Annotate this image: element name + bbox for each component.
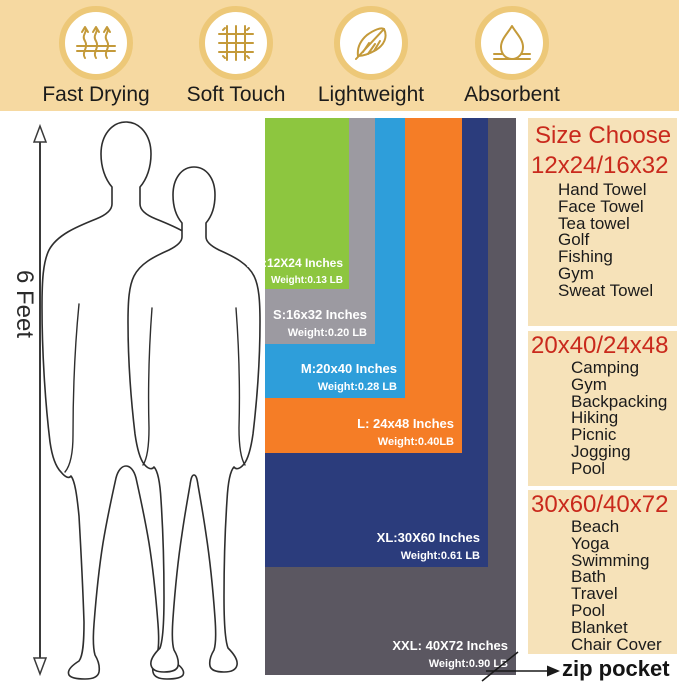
size-guide-block-small: Size Choose 12x24/16x32 Hand Towel Face T…: [528, 118, 677, 326]
zip-pocket-label: zip pocket: [562, 656, 670, 681]
height-arrow: [32, 123, 48, 677]
size-rect-label: XXL: 40X72 Inches Weight:0.90 LB: [392, 638, 508, 671]
human-silhouettes: [41, 121, 261, 680]
size-group-header: 30x60/40x72: [531, 491, 669, 518]
use-item: Golf: [558, 230, 590, 250]
feature-label: Soft Touch: [186, 83, 286, 106]
use-item: Beach: [571, 517, 620, 536]
use-item: Blanket: [571, 617, 628, 637]
use-item: Pool: [571, 458, 606, 478]
use-item: Hiking: [571, 408, 619, 428]
use-item: Sweat Towel: [558, 280, 654, 300]
feature-label: Absorbent: [464, 83, 560, 106]
size-guide-title: Size Choose: [535, 122, 672, 149]
use-list: Beach Yoga Swimming Bath Travel Pool Blanket Ch…: [528, 517, 677, 654]
droplet-icon: [493, 25, 531, 60]
size-rect-label: M:20x40 Inches Weight:0.28 LB: [300, 361, 397, 394]
use-item: Face Towel: [558, 196, 644, 216]
use-list: Hand Towel Face Towel Tea towel Golf Fishing…: [528, 180, 677, 300]
use-item: Pool: [571, 600, 606, 620]
use-item: Hand Towel: [558, 180, 647, 199]
use-item: Camping: [571, 358, 640, 377]
size-rect-label: S:16x32 Inches Weight:0.20 LB: [273, 307, 367, 340]
use-item: Tea towel: [558, 213, 630, 233]
feature-banner: Fast Drying Soft Touch: [0, 0, 679, 111]
feature-badge: [59, 6, 133, 80]
feature-badge: [334, 6, 408, 80]
size-rect-label: XL:30X60 Inches Weight:0.61 LB: [376, 530, 480, 563]
size-group-header: 12x24/16x32: [531, 152, 669, 179]
woman-outline: [127, 166, 261, 673]
use-item: Jogging: [571, 441, 631, 461]
feature-lightweight: Lightweight: [303, 6, 439, 107]
size-comparison-stack: XXL: 40X72 Inches Weight:0.90 LB XL:30X60 …: [247, 118, 516, 675]
use-item: Swimming: [571, 550, 650, 570]
feature-absorbent: Absorbent: [444, 6, 580, 107]
use-item: Yoga: [571, 533, 610, 553]
weave-icon: [218, 25, 254, 61]
size-guide-block-large: 30x60/40x72 Beach Yoga Swimming Bath Travel P…: [528, 490, 677, 654]
feature-badge: [199, 6, 273, 80]
use-item: Backpacking: [571, 391, 668, 411]
size-guide-block-medium: 20x40/24x48 Camping Gym Backpacking Hiking P…: [528, 331, 677, 486]
size-rect-label: XS:12X24 Inches Weight:0.13 LB: [246, 255, 343, 286]
steam-icon: [76, 26, 116, 59]
size-rect-label: L: 24x48 Inches Weight:0.40LB: [357, 416, 454, 449]
size-group-header: 20x40/24x48: [531, 332, 669, 359]
feature-label: Fast Drying: [42, 83, 150, 106]
use-item: Gym: [558, 263, 594, 283]
use-item: Gym: [571, 374, 607, 394]
use-item: Bath: [571, 567, 606, 587]
size-rect-xs: XS:12X24 Inches Weight:0.13 LB: [247, 118, 349, 289]
feather-icon: [355, 27, 387, 60]
use-item: Fishing: [558, 247, 613, 267]
use-list: Camping Gym Backpacking Hiking Picnic Jogging…: [528, 358, 677, 478]
feature-badge: [475, 6, 549, 80]
feature-fast-drying: Fast Drying: [28, 6, 164, 107]
use-item: Travel: [571, 584, 618, 604]
use-item: Chair Cover: [571, 634, 662, 654]
feature-soft-touch: Soft Touch: [168, 6, 304, 107]
feature-label: Lightweight: [317, 83, 425, 106]
use-item: Picnic: [571, 425, 617, 445]
